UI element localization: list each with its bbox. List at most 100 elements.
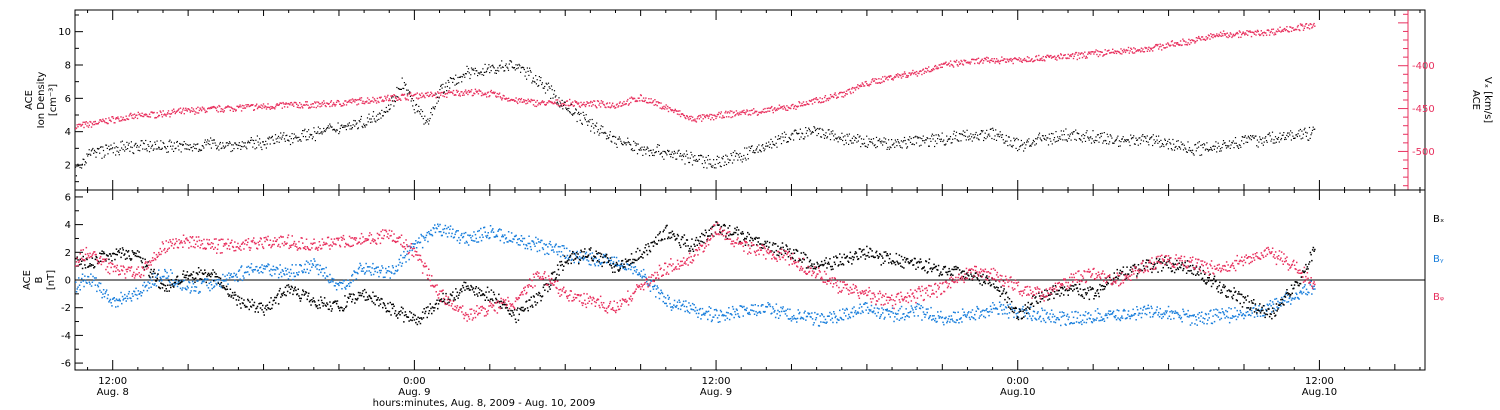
- density-point: [309, 133, 311, 135]
- by-point: [271, 275, 273, 277]
- density-point: [1226, 145, 1228, 147]
- density-point: [1301, 130, 1303, 132]
- velocity-point: [568, 105, 570, 107]
- velocity-point: [1210, 33, 1212, 35]
- by-point: [1002, 304, 1005, 306]
- velocity-point: [934, 64, 937, 67]
- velocity-point: [1132, 52, 1134, 54]
- density-point: [89, 153, 91, 155]
- velocity-point: [1103, 54, 1106, 56]
- density-point: [834, 133, 836, 135]
- by-point: [290, 272, 293, 275]
- velocity-point: [1084, 57, 1087, 59]
- density-point: [334, 129, 336, 131]
- density-point: [661, 152, 663, 154]
- velocity-point: [139, 113, 141, 115]
- density-point: [480, 71, 482, 73]
- velocity-point: [1237, 33, 1239, 35]
- by-point: [452, 228, 454, 230]
- velocity-point: [506, 98, 508, 100]
- by-point: [1073, 322, 1075, 324]
- by-point: [449, 228, 451, 231]
- by-point: [285, 270, 287, 272]
- density-point: [791, 132, 793, 134]
- by-point: [800, 316, 802, 319]
- velocity-point: [750, 114, 752, 116]
- velocity-point: [949, 65, 951, 67]
- by-point: [822, 321, 824, 323]
- density-point: [471, 69, 473, 71]
- by-point: [775, 303, 778, 305]
- density-point: [100, 146, 102, 148]
- velocity-point: [358, 98, 360, 101]
- density-point: [934, 145, 936, 148]
- y-tick-label: -2: [61, 303, 71, 314]
- by-point: [247, 265, 250, 268]
- density-point: [1172, 138, 1174, 141]
- velocity-point: [85, 121, 87, 123]
- by-point: [747, 313, 750, 315]
- by-point: [869, 309, 872, 311]
- velocity-point: [267, 103, 269, 105]
- by-point: [164, 270, 167, 273]
- by-point: [673, 299, 676, 302]
- velocity-point: [1104, 49, 1106, 51]
- by-point: [414, 243, 416, 245]
- density-point: [121, 140, 123, 142]
- density-point: [1114, 140, 1116, 142]
- by-point: [1129, 317, 1131, 320]
- density-point: [470, 67, 473, 69]
- velocity-point: [774, 107, 776, 109]
- velocity-point: [776, 109, 778, 111]
- by-point: [103, 296, 106, 298]
- density-point: [647, 147, 649, 149]
- velocity-point: [1004, 61, 1007, 63]
- y-tick-label: 2: [65, 248, 71, 259]
- density-point: [212, 142, 214, 144]
- velocity-point: [180, 112, 182, 115]
- by-point: [580, 257, 582, 259]
- density-point: [264, 144, 266, 146]
- velocity-point: [857, 84, 859, 86]
- velocity-point: [148, 116, 150, 118]
- velocity-point: [590, 100, 592, 103]
- density-point: [934, 140, 936, 142]
- velocity-point: [503, 95, 505, 97]
- by-point: [832, 321, 834, 324]
- density-point: [1189, 150, 1191, 152]
- density-point: [1087, 137, 1090, 139]
- density-point: [487, 67, 489, 69]
- density-point: [927, 137, 929, 140]
- by-point: [900, 305, 903, 308]
- velocity-point: [865, 80, 867, 83]
- by-point: [1099, 319, 1102, 322]
- density-point: [247, 140, 249, 142]
- density-point: [93, 152, 95, 154]
- density-point: [883, 137, 885, 139]
- velocity-point: [688, 118, 690, 121]
- velocity-point: [1023, 57, 1026, 60]
- velocity-point: [997, 59, 999, 62]
- by-point: [952, 320, 954, 322]
- density-point: [133, 145, 135, 147]
- velocity-point: [230, 106, 232, 108]
- density-point: [498, 65, 501, 67]
- velocity-point: [539, 103, 541, 106]
- velocity-point: [112, 116, 114, 118]
- density-point: [208, 140, 210, 142]
- velocity-point: [1182, 40, 1185, 42]
- velocity-point: [1111, 51, 1113, 54]
- density-point: [492, 66, 494, 68]
- density-point: [145, 148, 148, 150]
- by-point: [259, 267, 261, 269]
- by-point: [525, 244, 527, 246]
- velocity-point: [767, 110, 769, 112]
- density-point: [486, 68, 488, 70]
- velocity-point: [741, 110, 744, 112]
- density-point: [776, 146, 778, 148]
- by-point: [444, 224, 447, 227]
- density-point: [557, 103, 559, 105]
- by-point: [802, 318, 805, 320]
- by-point: [984, 316, 987, 319]
- density-point: [730, 153, 732, 155]
